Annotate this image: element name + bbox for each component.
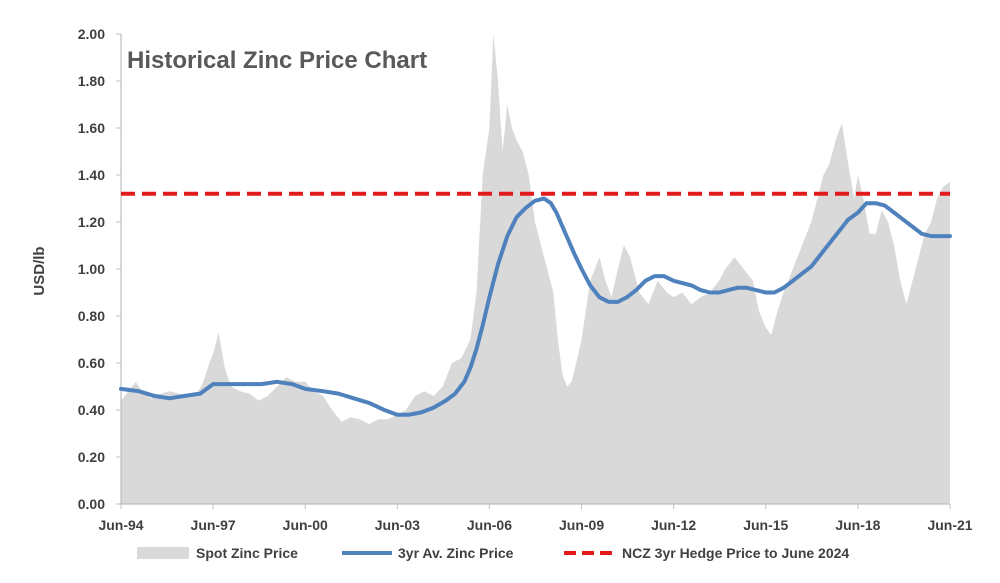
legend-swatch-spot [137,547,189,559]
y-tick-label: 0.80 [78,308,105,324]
legend-label-hedge: NCZ 3yr Hedge Price to June 2024 [622,545,849,561]
legend-label-spot: Spot Zinc Price [196,545,298,561]
spot-price-area-layer [121,34,950,504]
y-tick-label: 1.60 [78,120,105,136]
x-tick-label: Jun-18 [835,517,880,533]
y-tick-label: 1.80 [78,73,105,89]
x-tick-label: Jun-94 [98,517,143,533]
y-tick-label: 0.20 [78,449,105,465]
y-tick-label: 0.40 [78,402,105,418]
average-price-line [119,196,952,417]
tick-labels-layer: 0.00 0.20 0.40 0.60 0.80 1.00 1.20 1.40 1.60 1.80… [78,26,973,533]
legend-label-average: 3yr Av. Zinc Price [398,545,514,561]
y-tick-label: 1.40 [78,167,105,183]
y-tick-label: 1.00 [78,261,105,277]
x-tick-label: Jun-00 [283,517,328,533]
x-tick-label: Jun-09 [559,517,604,533]
legend: Spot Zinc Price 3yr Av. Zinc Price NCZ 3yr… [137,545,849,561]
x-tick-label: Jun-21 [927,517,972,533]
average-line-layer [119,196,952,417]
x-tick-label: Jun-03 [375,517,420,533]
spot-price-area [121,34,950,504]
y-axis-title: USD/lb [31,246,48,295]
y-tick-label: 1.20 [78,214,105,230]
x-tick-label: Jun-15 [743,517,788,533]
x-tick-label: Jun-06 [467,517,512,533]
axes-layer [116,33,951,509]
y-tick-label: 0.60 [78,355,105,371]
y-tick-label: 0.00 [78,496,105,512]
x-tick-label: Jun-97 [191,517,236,533]
chart-title: Historical Zinc Price Chart [127,47,427,74]
y-tick-label: 2.00 [78,26,105,42]
x-tick-label: Jun-12 [651,517,696,533]
